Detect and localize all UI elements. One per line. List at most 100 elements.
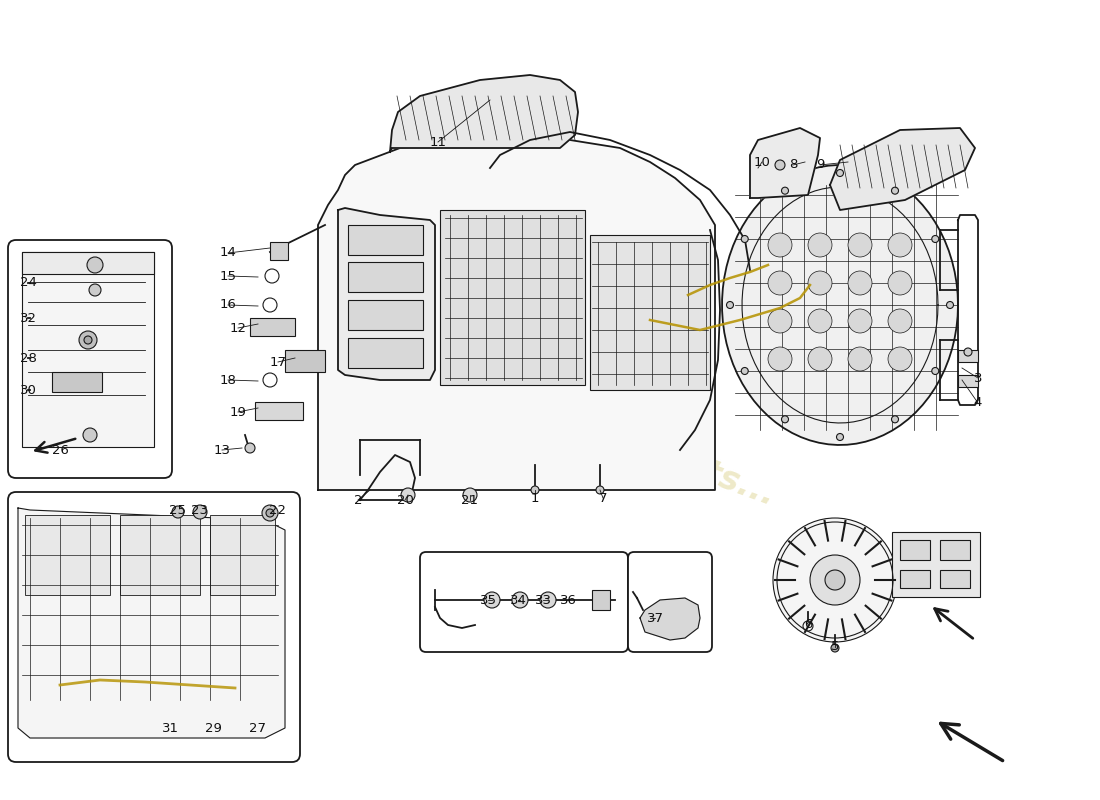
Text: 33: 33 bbox=[535, 594, 551, 606]
Polygon shape bbox=[338, 208, 434, 380]
Circle shape bbox=[84, 336, 92, 344]
Bar bbox=[940, 570, 970, 588]
Circle shape bbox=[848, 309, 872, 333]
Text: 10: 10 bbox=[754, 155, 770, 169]
Circle shape bbox=[932, 367, 938, 374]
Circle shape bbox=[836, 170, 844, 177]
Circle shape bbox=[402, 488, 415, 502]
Bar bbox=[348, 300, 424, 330]
Text: 3: 3 bbox=[974, 371, 982, 385]
Circle shape bbox=[463, 488, 477, 502]
Circle shape bbox=[245, 443, 255, 453]
Text: 36: 36 bbox=[560, 594, 576, 606]
Text: 15: 15 bbox=[220, 270, 236, 282]
Circle shape bbox=[781, 416, 789, 423]
Bar bbox=[958, 375, 978, 387]
Circle shape bbox=[266, 509, 274, 517]
Bar bbox=[210, 515, 275, 595]
Circle shape bbox=[262, 505, 278, 521]
Circle shape bbox=[89, 284, 101, 296]
Text: 5: 5 bbox=[830, 641, 839, 654]
Text: 30: 30 bbox=[20, 383, 36, 397]
Circle shape bbox=[512, 592, 528, 608]
Circle shape bbox=[891, 416, 899, 423]
Text: 31: 31 bbox=[162, 722, 178, 734]
Circle shape bbox=[773, 518, 896, 642]
Polygon shape bbox=[722, 165, 958, 445]
Text: 34: 34 bbox=[509, 594, 527, 606]
Text: 28: 28 bbox=[20, 351, 36, 365]
Circle shape bbox=[726, 302, 734, 309]
Circle shape bbox=[848, 233, 872, 257]
Circle shape bbox=[808, 271, 832, 295]
Bar bbox=[892, 532, 980, 597]
Bar bbox=[22, 252, 154, 274]
Text: 32: 32 bbox=[20, 311, 36, 325]
Bar bbox=[250, 318, 295, 336]
Bar bbox=[348, 262, 424, 292]
Circle shape bbox=[810, 555, 860, 605]
Text: 19: 19 bbox=[230, 406, 246, 418]
Text: 11: 11 bbox=[429, 135, 447, 149]
Polygon shape bbox=[750, 128, 820, 198]
Circle shape bbox=[830, 644, 839, 652]
Circle shape bbox=[808, 233, 832, 257]
Circle shape bbox=[768, 271, 792, 295]
Circle shape bbox=[848, 271, 872, 295]
Text: 8: 8 bbox=[789, 158, 797, 171]
Bar bbox=[900, 540, 930, 560]
Text: 20: 20 bbox=[397, 494, 414, 506]
Text: 16: 16 bbox=[220, 298, 236, 311]
Text: 25: 25 bbox=[169, 503, 187, 517]
Circle shape bbox=[781, 187, 789, 194]
Circle shape bbox=[964, 348, 972, 356]
Bar bbox=[25, 515, 110, 595]
Circle shape bbox=[82, 428, 97, 442]
Polygon shape bbox=[18, 508, 285, 738]
Bar bbox=[270, 242, 288, 260]
Text: 17: 17 bbox=[270, 355, 286, 369]
Circle shape bbox=[888, 309, 912, 333]
FancyBboxPatch shape bbox=[628, 552, 712, 652]
Circle shape bbox=[808, 309, 832, 333]
Text: 26: 26 bbox=[52, 443, 68, 457]
Text: 14: 14 bbox=[220, 246, 236, 259]
Text: 37: 37 bbox=[647, 611, 663, 625]
Bar bbox=[255, 402, 302, 420]
Bar bbox=[120, 515, 200, 595]
Text: 27: 27 bbox=[250, 722, 266, 734]
Circle shape bbox=[836, 434, 844, 441]
Text: a passion for parts...: a passion for parts... bbox=[400, 347, 780, 513]
Bar bbox=[52, 372, 102, 392]
Circle shape bbox=[741, 235, 748, 242]
Circle shape bbox=[172, 506, 184, 518]
Bar bbox=[348, 338, 424, 368]
Text: 23: 23 bbox=[191, 503, 209, 517]
Text: 29: 29 bbox=[205, 722, 221, 734]
Circle shape bbox=[87, 257, 103, 273]
Circle shape bbox=[825, 570, 845, 590]
Circle shape bbox=[808, 347, 832, 371]
Circle shape bbox=[531, 486, 539, 494]
Bar bbox=[590, 235, 710, 390]
Circle shape bbox=[540, 592, 556, 608]
Bar bbox=[940, 540, 970, 560]
Text: 12: 12 bbox=[230, 322, 246, 334]
Circle shape bbox=[768, 233, 792, 257]
Text: 1: 1 bbox=[530, 491, 539, 505]
Text: 35: 35 bbox=[480, 594, 496, 606]
Bar bbox=[348, 225, 424, 255]
Circle shape bbox=[596, 486, 604, 494]
Text: 13: 13 bbox=[213, 443, 231, 457]
Circle shape bbox=[888, 347, 912, 371]
Polygon shape bbox=[318, 140, 715, 490]
Circle shape bbox=[776, 160, 785, 170]
Bar bbox=[900, 570, 930, 588]
FancyBboxPatch shape bbox=[420, 552, 628, 652]
Text: 7: 7 bbox=[598, 491, 607, 505]
FancyBboxPatch shape bbox=[8, 492, 300, 762]
Text: 4: 4 bbox=[974, 397, 982, 410]
Polygon shape bbox=[390, 75, 578, 152]
Text: 24: 24 bbox=[20, 277, 36, 290]
Polygon shape bbox=[830, 128, 975, 210]
